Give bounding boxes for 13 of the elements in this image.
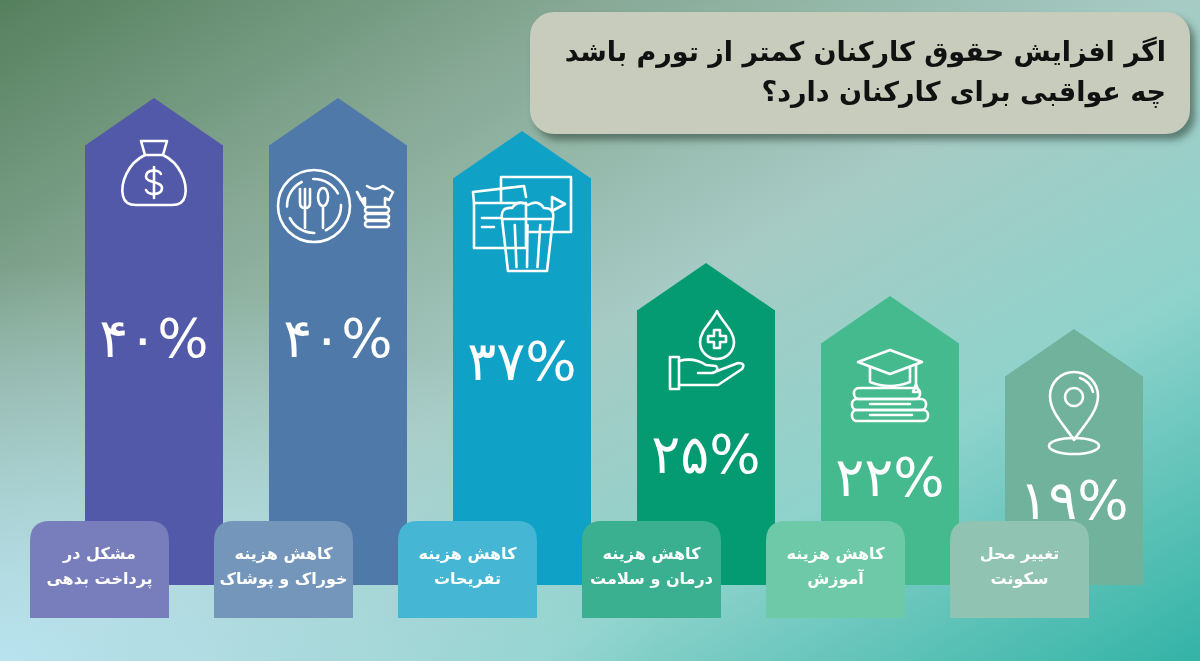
data-label: ۱۹% <box>1019 468 1129 532</box>
data-label: ۴۰% <box>99 307 209 370</box>
x-tick-label: کاهش هزینه تفریحات <box>417 542 518 590</box>
x-tick-label: کاهش هزینه آموزش <box>785 542 886 590</box>
x-tick-label: تغییر محل سکونت <box>978 542 1061 590</box>
x-tick-label: کاهش هزینه درمان و سلامت <box>589 542 714 590</box>
x-tick-label: کاهش هزینه خوراک و پوشاک <box>218 542 349 590</box>
data-label: ۲۲% <box>835 445 945 509</box>
data-label: ۴۰% <box>283 307 393 370</box>
x-tick-label: مشکل در پرداخت بدهی <box>45 542 154 591</box>
data-label: ۲۵% <box>651 422 761 486</box>
chart-title: اگر افزایش حقوق کارکنان کمتر از تورم باشد چه عواقبی برای کارکنان دارد؟ <box>563 35 1166 110</box>
data-label: ۳۷% <box>467 330 577 394</box>
